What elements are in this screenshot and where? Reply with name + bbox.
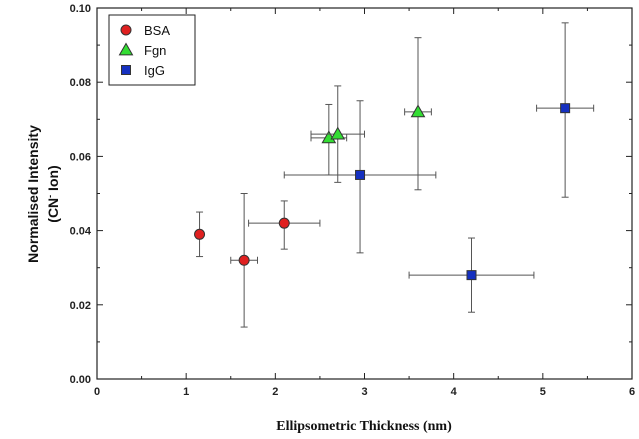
y-tick-label: 0.06: [70, 151, 91, 163]
y-tick-label: 0.08: [70, 77, 91, 89]
y-tick-label: 0.10: [70, 3, 91, 15]
x-tick-label: 6: [629, 386, 635, 398]
x-tick-label: 5: [540, 386, 546, 398]
y-tick-label: 0.02: [70, 300, 91, 312]
x-axis-title: Ellipsometric Thickness (nm): [276, 419, 452, 434]
axis-ticks: 0 1 2 3 4 5 6 0.00 0.02 0.04 0.06 0.08 0.10: [70, 3, 635, 398]
x-tick-label: 2: [272, 386, 278, 398]
data-point-igg: [466, 270, 477, 281]
x-tick-label: 0: [94, 386, 100, 398]
data-point-bsa: [278, 217, 290, 229]
y-axis-title-line2: (CN- Ion): [45, 165, 61, 222]
x-tick-label: 3: [361, 386, 367, 398]
legend: BSA Fgn IgG: [108, 14, 196, 86]
x-tick-label: 4: [451, 386, 458, 398]
data-point-fgn: [330, 126, 346, 140]
data-point-bsa: [194, 228, 206, 240]
data-point-fgn: [410, 104, 426, 118]
legend-label-bsa: BSA: [144, 23, 170, 38]
y-axis-title-superscript: -: [45, 195, 55, 198]
data-point-igg: [355, 169, 366, 180]
y-axis-title-line1: Normalised Intensity: [25, 125, 41, 263]
y-tick-label: 0.04: [70, 226, 92, 238]
y-axis-title: Normalised Intensity (CN- Ion): [25, 125, 61, 263]
legend-marker-bsa: [120, 24, 132, 36]
series-fgn: [310, 37, 432, 191]
legend-marker-fgn: [118, 42, 134, 56]
legend-label-igg: IgG: [144, 63, 165, 78]
legend-label-fgn: Fgn: [144, 43, 166, 58]
data-point-igg: [560, 103, 571, 114]
data-point-bsa: [238, 254, 250, 266]
series-bsa: [194, 193, 321, 328]
series-igg: [283, 22, 595, 313]
legend-marker-igg: [121, 65, 131, 75]
y-tick-label: 0.00: [70, 374, 91, 386]
data-points: [194, 22, 595, 328]
x-tick-label: 1: [183, 386, 189, 398]
